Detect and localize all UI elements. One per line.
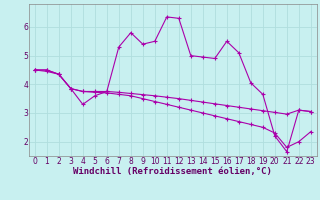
X-axis label: Windchill (Refroidissement éolien,°C): Windchill (Refroidissement éolien,°C) [73,167,272,176]
